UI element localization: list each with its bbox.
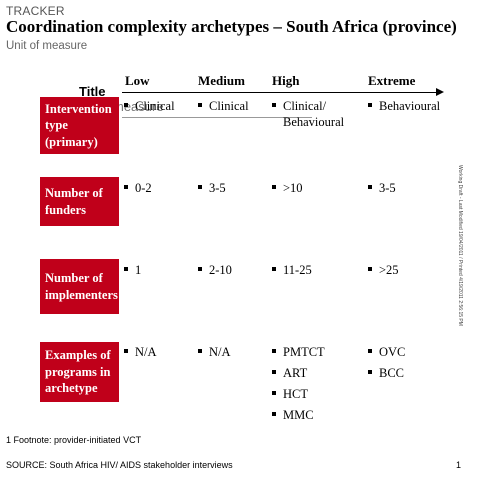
list-item: >25 [368, 262, 399, 278]
list-item: Behavioural [368, 98, 440, 114]
list-item: BCC [368, 365, 405, 381]
row-label-text: Examples of programs in archetype [45, 348, 111, 396]
source-note: SOURCE: South Africa HIV/ AIDS stakehold… [6, 460, 233, 470]
placeholder-measure: measure [113, 99, 164, 114]
footnote: 1 Footnote: provider-initiated VCT [6, 435, 142, 445]
tracker-label: TRACKER [6, 4, 65, 18]
cell-examples-medium: N/A [198, 344, 231, 365]
list-item: 11-25 [272, 262, 312, 278]
list-item: 1 [124, 262, 141, 278]
complexity-axis-line [122, 92, 440, 93]
cell-implementers-medium: 2-10 [198, 262, 232, 283]
placeholder-title: Title [79, 84, 106, 99]
column-header-medium: Medium [198, 73, 245, 88]
row-label-number-of-funders: Number of funders [40, 177, 119, 226]
list-item: MMC [272, 407, 325, 423]
list-item: 3-5 [198, 180, 226, 196]
unit-of-measure: Unit of measure [6, 40, 88, 52]
cell-implementers-low: 1 [124, 262, 141, 283]
divider-line [122, 117, 312, 118]
column-header-high: High [272, 73, 300, 88]
list-item: OVC [368, 344, 405, 360]
list-item: N/A [198, 344, 231, 360]
cell-intervention-extreme: Behavioural [368, 98, 440, 119]
list-item: 3-5 [368, 180, 396, 196]
page-number: 1 [456, 460, 462, 470]
list-item: >10 [272, 180, 303, 196]
cell-funders-medium: 3-5 [198, 180, 226, 201]
axis-arrow-icon [436, 88, 444, 96]
row-label-intervention-type: Intervention type (primary) [40, 97, 119, 154]
column-header-low: Low [125, 73, 150, 88]
cell-intervention-low: Clinical [124, 98, 175, 119]
cell-funders-low: 0-2 [124, 180, 152, 201]
cell-intervention-high: Clinical/ Behavioural [272, 98, 357, 135]
list-item: ART [272, 365, 325, 381]
row-label-text: Number of funders [45, 186, 103, 217]
list-item: N/A [124, 344, 157, 360]
list-item: Clinical/ Behavioural [272, 98, 357, 130]
cell-examples-high: PMTCT ART HCT MMC [272, 344, 325, 428]
row-label-text: Number of implementers [45, 271, 118, 302]
cell-implementers-extreme: >25 [368, 262, 399, 283]
list-item: 0-2 [124, 180, 152, 196]
cell-examples-low: N/A [124, 344, 157, 365]
list-item: HCT [272, 386, 325, 402]
list-item: PMTCT [272, 344, 325, 360]
row-label-text: Intervention type (primary) [45, 101, 112, 149]
list-item: Clinical [124, 98, 175, 114]
list-item: 2-10 [198, 262, 232, 278]
column-header-extreme: Extreme [368, 73, 416, 88]
page-title: Coordination complexity archetypes – Sou… [6, 17, 457, 36]
cell-intervention-medium: Clinical [198, 98, 249, 119]
cell-examples-extreme: OVC BCC [368, 344, 405, 386]
draft-status-sidebar: Working Draft - Last Modified 19/04/2011… [457, 165, 463, 326]
cell-implementers-high: 11-25 [272, 262, 312, 283]
row-label-number-of-implementers: Number of implementers [40, 259, 119, 314]
row-label-examples-of-programs: Examples of programs in archetype [40, 342, 119, 402]
list-item: Clinical [198, 98, 249, 114]
cell-funders-high: >10 [272, 180, 303, 201]
cell-funders-extreme: 3-5 [368, 180, 396, 201]
